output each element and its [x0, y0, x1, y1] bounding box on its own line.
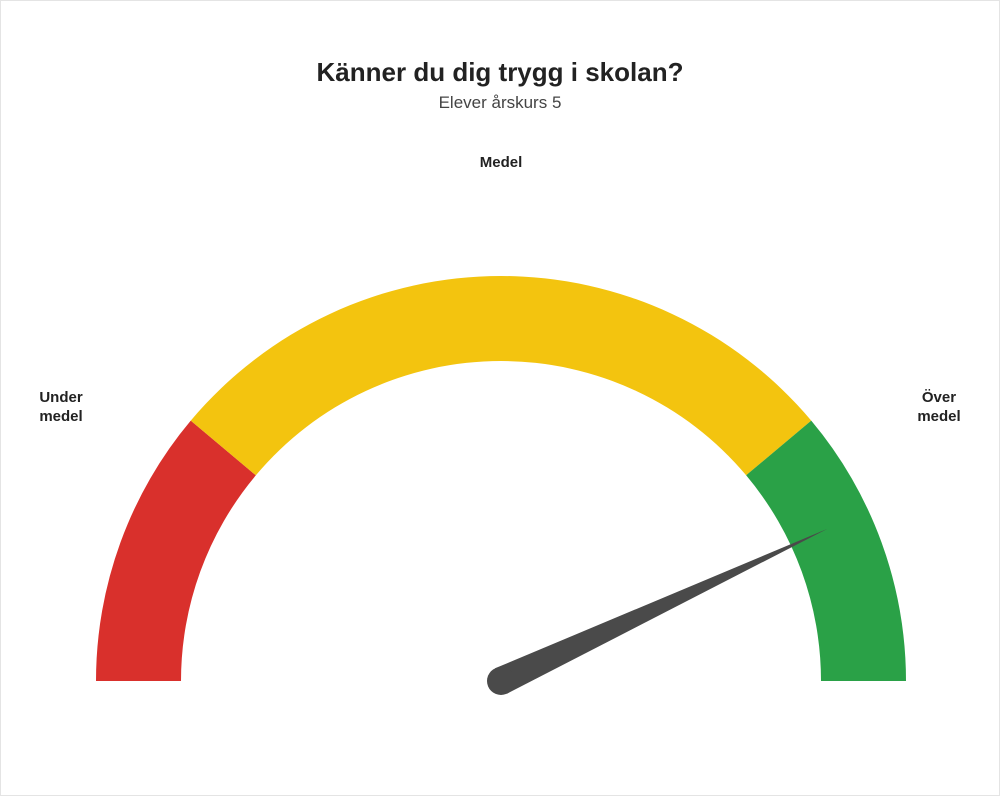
gauge-needle-hub: [487, 667, 515, 695]
segment-label-under-medel: Undermedel: [1, 389, 121, 427]
gauge-needle: [495, 529, 827, 694]
gauge-segment: [746, 421, 906, 681]
gauge-chart: [1, 1, 1000, 797]
segment-label-medel: Medel: [441, 154, 561, 173]
gauge-card: { "chart": { "type": "gauge", "title": "…: [0, 0, 1000, 796]
gauge-segment: [191, 276, 811, 475]
segment-label-over-medel: Övermedel: [879, 389, 999, 427]
gauge-segment: [96, 421, 256, 681]
